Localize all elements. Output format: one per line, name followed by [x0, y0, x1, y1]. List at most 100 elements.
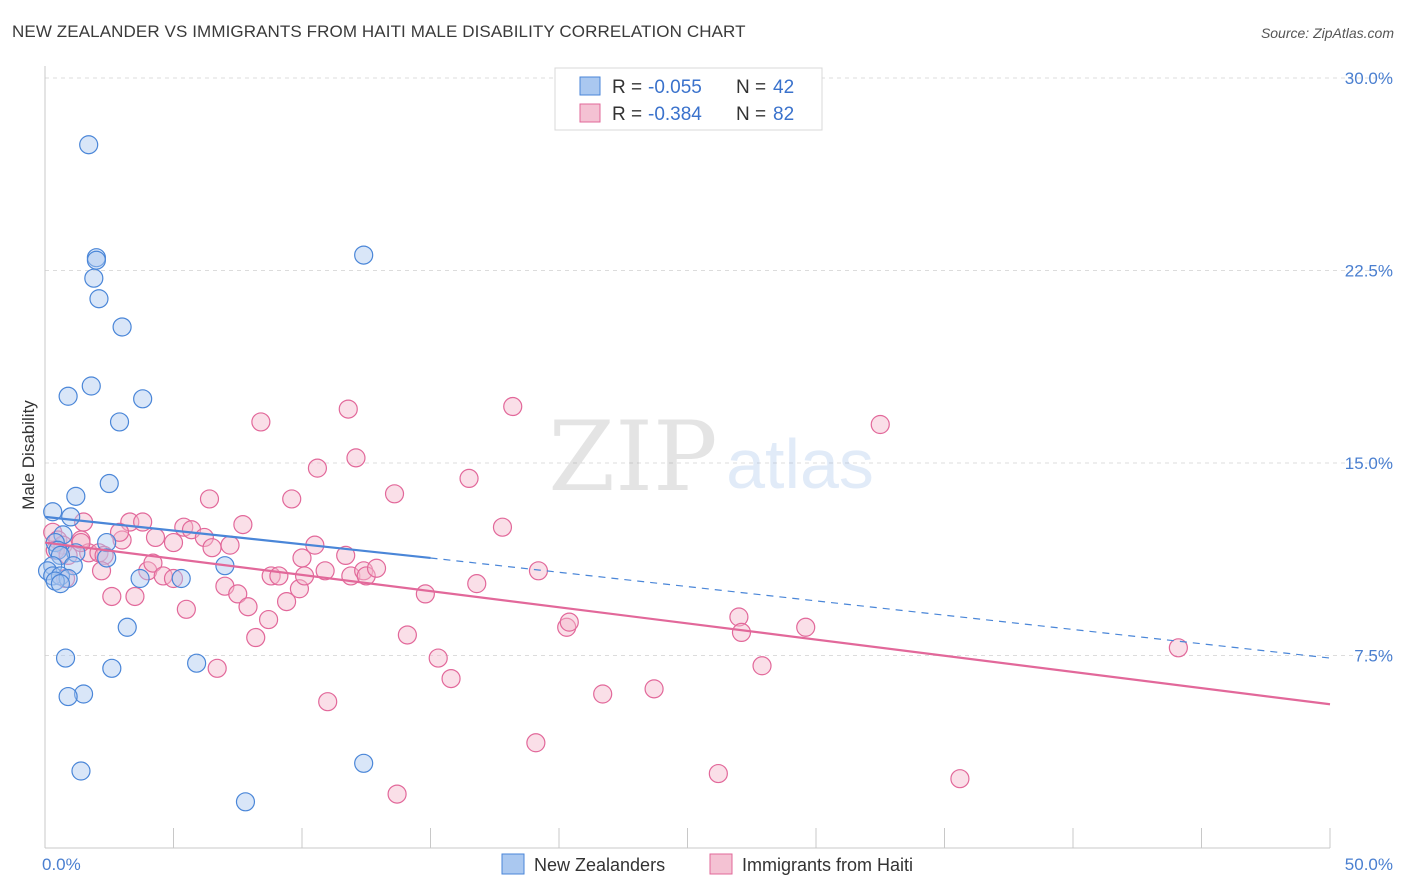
data-point [133, 389, 153, 409]
data-point [66, 486, 86, 506]
data-point [125, 586, 145, 607]
data-point [559, 612, 579, 632]
trend-line-immigrants-from-haiti [44, 541, 1331, 706]
data-point [81, 376, 101, 396]
data-point [37, 561, 58, 581]
data-point [336, 545, 356, 566]
data-point [387, 784, 407, 804]
data-point [796, 617, 816, 637]
data-point [251, 412, 271, 432]
data-point [61, 507, 81, 527]
data-point [97, 548, 117, 568]
data-point [220, 535, 240, 555]
data-point [950, 769, 970, 789]
data-point [112, 530, 132, 550]
bottom-legend-swatch-pink [709, 853, 733, 875]
data-point [97, 532, 117, 553]
data-point [644, 679, 664, 699]
data-point [528, 561, 549, 581]
legend-r-label: R = [612, 77, 642, 98]
series-immigrants-from-haiti [43, 396, 1188, 804]
data-point [102, 658, 122, 678]
data-point [102, 586, 122, 607]
data-point [708, 763, 728, 784]
data-point [202, 538, 222, 558]
data-point [282, 489, 302, 509]
data-point [318, 692, 338, 712]
data-point [397, 625, 417, 645]
data-point [246, 627, 266, 648]
data-point [50, 566, 71, 586]
bottom-legend-label: New Zealanders [534, 855, 665, 875]
data-point [289, 579, 310, 599]
data-point [503, 396, 523, 417]
legend-n-label: N = [736, 104, 766, 125]
data-point [130, 568, 150, 589]
watermark: ZIP atlas [548, 401, 874, 513]
trend-lines [44, 515, 1331, 706]
data-point [199, 489, 220, 509]
axes [44, 66, 1331, 849]
data-point [163, 532, 184, 553]
data-point [467, 574, 487, 594]
legend-box: R = -0.055 N = 42 R = -0.384 N = 82 [554, 67, 823, 131]
data-point [338, 399, 358, 419]
data-point [89, 289, 109, 309]
trend-line-new-zealanders-extension [430, 557, 1331, 659]
data-point [228, 584, 248, 604]
x-tick-label: 0.0% [42, 855, 81, 874]
data-point [171, 568, 191, 589]
data-point [176, 599, 196, 619]
data-point [91, 561, 112, 581]
bottom-legend-swatch-blue [501, 853, 525, 875]
legend-swatch-blue [579, 76, 601, 96]
data-point [258, 609, 279, 630]
y-tick-label: 7.5% [1354, 647, 1393, 666]
data-point [109, 522, 130, 542]
data-point [86, 250, 107, 270]
data-point [109, 412, 130, 432]
data-point [79, 135, 99, 155]
data-point [428, 648, 448, 668]
data-point [315, 561, 335, 581]
data-point [276, 591, 297, 612]
data-point [143, 553, 163, 573]
y-tick-labels: 7.5% 15.0% 22.5% 30.0% [1345, 69, 1393, 666]
data-point [58, 386, 78, 406]
x-tick-label: 50.0% [1345, 855, 1393, 874]
data-point [45, 571, 65, 591]
data-point [117, 617, 137, 637]
y-tick-label: 30.0% [1345, 69, 1393, 88]
y-tick-label: 15.0% [1345, 454, 1393, 473]
data-point [415, 584, 435, 604]
data-point [55, 648, 76, 668]
watermark-zip: ZIP [548, 401, 717, 513]
x-tick-labels: 0.0% 50.0% [42, 855, 1393, 874]
data-point [235, 792, 256, 812]
data-point [187, 653, 207, 673]
data-point [307, 458, 328, 478]
data-point [354, 753, 374, 773]
data-point [58, 686, 78, 707]
watermark-atlas: atlas [726, 425, 874, 503]
legend-r-label: R = [612, 104, 642, 125]
data-point [145, 527, 166, 548]
chart-title: NEW ZEALANDER VS IMMIGRANTS FROM HAITI M… [12, 22, 746, 41]
data-point [384, 484, 405, 504]
data-point [73, 684, 94, 704]
data-point [163, 568, 184, 589]
data-point [50, 545, 71, 566]
y-tick-label: 22.5% [1345, 262, 1393, 281]
data-point [459, 468, 479, 488]
legend-n-label: N = [736, 77, 766, 98]
data-point [870, 414, 890, 435]
data-point [593, 684, 613, 704]
data-point [354, 245, 374, 265]
bottom-legend: New Zealanders Immigrants from Haiti [501, 853, 913, 875]
data-point [84, 268, 104, 288]
legend-n-value: 82 [773, 104, 794, 125]
legend-r-value: -0.055 [648, 77, 702, 98]
bottom-legend-label: Immigrants from Haiti [742, 855, 913, 875]
data-point [112, 317, 132, 337]
